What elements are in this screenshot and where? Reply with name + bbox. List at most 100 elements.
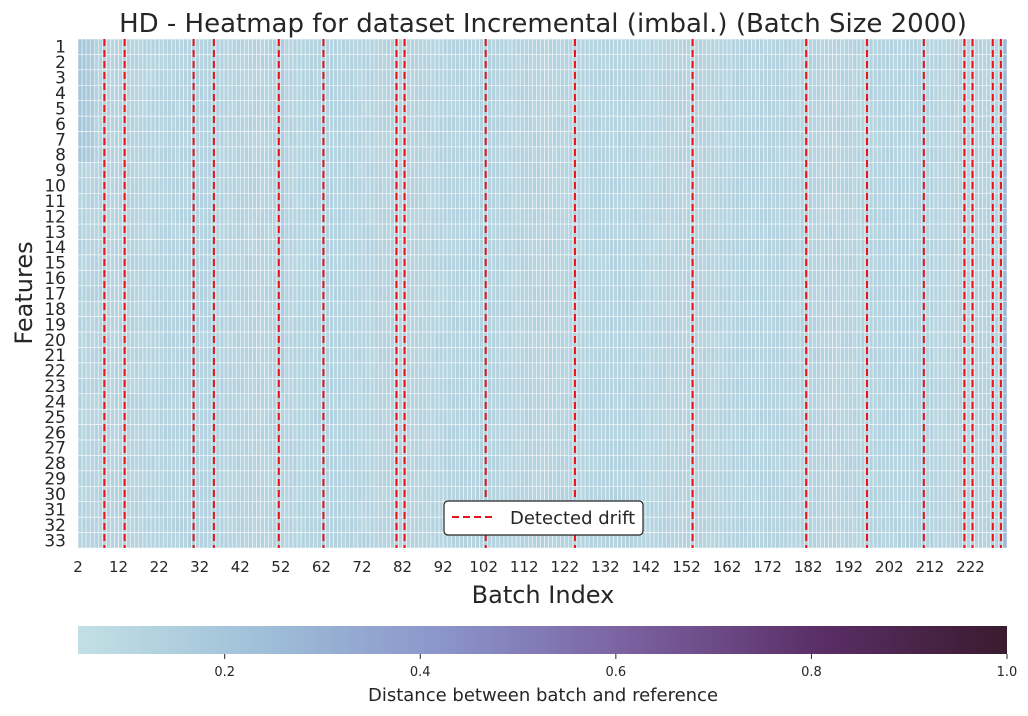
heatmap-cell	[317, 408, 322, 425]
heatmap-cell	[560, 85, 566, 101]
heatmap-cell	[158, 85, 164, 101]
heatmap-cell	[629, 85, 635, 101]
heatmap-cell	[471, 316, 476, 333]
heatmap-cell	[126, 501, 131, 518]
heatmap-cell	[446, 100, 452, 117]
heatmap-cell	[93, 439, 99, 456]
heatmap-cell	[300, 532, 306, 549]
heatmap-cell	[645, 38, 651, 55]
heatmap-cell	[357, 69, 363, 86]
heatmap-cell	[617, 239, 622, 256]
heatmap-cell	[142, 115, 148, 132]
heatmap-cell	[621, 162, 626, 179]
heatmap-cell	[333, 331, 338, 348]
heatmap-cell	[414, 100, 420, 117]
heatmap-cell	[641, 424, 647, 441]
heatmap-cell	[414, 408, 420, 425]
heatmap-cell	[215, 131, 221, 148]
heatmap-cell	[609, 393, 614, 410]
heatmap-cell	[438, 85, 444, 101]
heatmap-cell	[150, 331, 156, 348]
heatmap-cell	[597, 162, 602, 179]
heatmap-cell	[77, 254, 83, 271]
heatmap-cell	[617, 254, 622, 271]
heatmap-cell	[398, 316, 403, 333]
heatmap-cell	[365, 38, 371, 55]
heatmap-cell	[223, 254, 229, 271]
heatmap-cell	[292, 439, 298, 456]
heatmap-cell	[637, 223, 643, 240]
heatmap-cell	[597, 424, 602, 441]
heatmap-cell	[422, 270, 428, 287]
heatmap-cell	[434, 100, 440, 117]
heatmap-cell	[280, 300, 286, 317]
heatmap-cell	[325, 177, 330, 194]
heatmap-cell	[373, 115, 379, 132]
heatmap-cell	[479, 146, 484, 163]
heatmap-cell	[564, 146, 570, 163]
heatmap-cell	[325, 424, 330, 441]
heatmap-cell	[244, 347, 249, 364]
heatmap-cell	[227, 393, 233, 410]
heatmap-cell	[227, 486, 233, 502]
heatmap-cell	[455, 300, 460, 317]
heatmap-cell	[158, 439, 164, 456]
heatmap-cell	[637, 69, 643, 86]
heatmap-cell	[333, 285, 338, 302]
heatmap-cell	[398, 85, 403, 101]
heatmap-cell	[613, 285, 618, 302]
heatmap-cell	[641, 54, 647, 71]
heatmap-cell	[106, 38, 111, 55]
heatmap-cell	[365, 501, 371, 518]
heatmap-cell	[296, 115, 302, 132]
heatmap-cell	[426, 362, 432, 379]
heatmap-cell	[406, 393, 411, 410]
heatmap-cell	[442, 208, 448, 225]
heatmap-cell	[138, 38, 144, 55]
heatmap-cell	[426, 316, 432, 333]
heatmap-cell	[292, 408, 298, 425]
heatmap-cell	[240, 470, 245, 487]
heatmap-cell	[580, 162, 586, 179]
heatmap-cell	[406, 100, 411, 117]
heatmap-cell	[657, 347, 663, 364]
heatmap-cell	[645, 177, 651, 194]
heatmap-cell	[540, 54, 545, 71]
heatmap-cell	[519, 378, 525, 394]
heatmap-cell	[369, 115, 375, 132]
heatmap-cell	[560, 331, 566, 348]
heatmap-cell	[93, 54, 99, 71]
heatmap-cell	[459, 470, 464, 487]
heatmap-cell	[613, 192, 618, 209]
heatmap-cell	[244, 378, 249, 394]
heatmap-cell	[588, 192, 594, 209]
heatmap-cell	[601, 192, 606, 209]
heatmap-cell	[592, 331, 598, 348]
heatmap-cell	[187, 408, 192, 425]
heatmap-cell	[487, 486, 493, 502]
heatmap-cell	[272, 393, 278, 410]
heatmap-cell	[637, 38, 643, 55]
heatmap-cell	[657, 532, 663, 549]
heatmap-cell	[325, 131, 330, 148]
heatmap-cell	[264, 532, 269, 549]
heatmap-cell	[110, 254, 115, 271]
heatmap-cell	[653, 347, 659, 364]
heatmap-cell	[548, 239, 553, 256]
heatmap-cell	[317, 424, 322, 441]
heatmap-cell	[138, 254, 144, 271]
heatmap-cell	[231, 501, 237, 518]
heatmap-cell	[118, 270, 123, 287]
heatmap-cell	[187, 470, 192, 487]
heatmap-cell	[227, 208, 233, 225]
heatmap-cell	[260, 131, 265, 148]
heatmap-cell	[657, 501, 663, 518]
heatmap-cell	[199, 192, 205, 209]
heatmap-cell	[532, 38, 537, 55]
heatmap-cell	[434, 223, 440, 240]
heatmap-cell	[195, 300, 200, 317]
heatmap-cell	[536, 393, 541, 410]
heatmap-cell	[686, 208, 691, 225]
heatmap-cell	[653, 208, 659, 225]
heatmap-cell	[495, 254, 501, 271]
